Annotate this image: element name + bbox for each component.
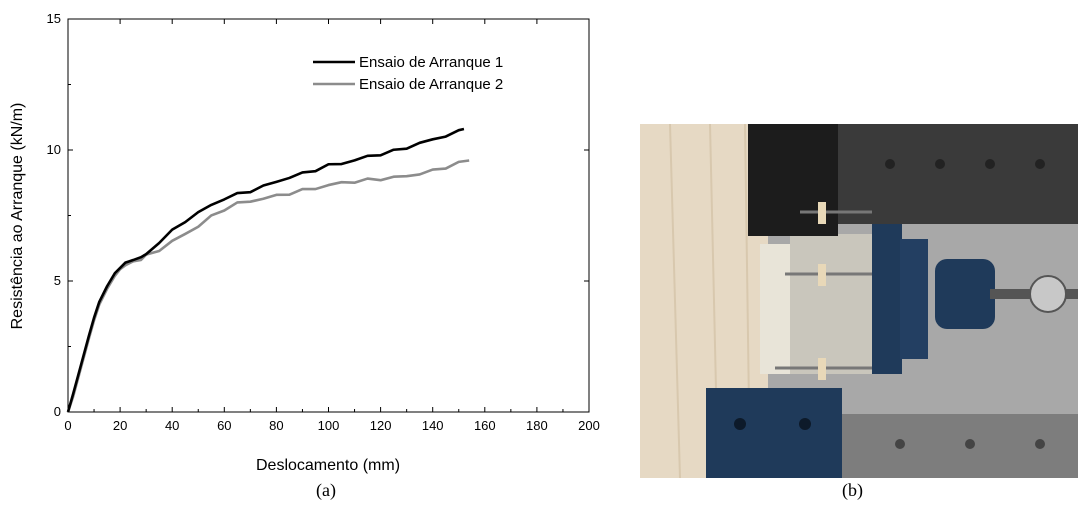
photo-load-cell [1029,275,1067,313]
y-tick-label: 10 [47,142,61,157]
legend-label-1: Ensaio de Arranque 1 [359,54,503,71]
photo-gravel-strip [760,244,790,374]
x-tick-label: 180 [526,418,548,433]
photo-clamp [872,224,902,374]
x-tick-label: 100 [318,418,340,433]
photo-bottom-plate [706,388,842,478]
y-axis-title: Resistência ao Arranque (kN/m) [9,103,26,330]
x-tick-label: 80 [269,418,283,433]
y-axis-ticks: 0 5 10 15 [47,11,589,419]
x-axis-title: Deslocamento (mm) [256,457,400,474]
y-tick-label: 0 [54,404,61,419]
photo-clamp-plate [900,239,928,359]
x-tick-label: 60 [217,418,231,433]
y-tick-label: 15 [47,11,61,26]
x-tick-label: 40 [165,418,179,433]
x-tick-label: 0 [64,418,71,433]
x-tick-label: 160 [474,418,496,433]
legend: Ensaio de Arranque 1 Ensaio de Arranque 2 [313,54,503,93]
pullout-test-rig-photo-icon [640,124,1078,478]
series-group [66,127,470,413]
photo-steel-frame [838,124,1078,224]
x-tick-label: 140 [422,418,444,433]
series-line-1 [66,127,465,413]
pullout-chart: 0 20 40 60 80 100 120 140 160 180 200 0 5 10 15 Deslo… [9,11,600,474]
photo-pull-arm [935,259,995,329]
plot-frame [67,18,590,413]
series-line-2 [66,159,470,413]
caption-a: (a) [316,480,336,500]
x-tick-label: 200 [578,418,600,433]
y-tick-label: 5 [54,273,61,288]
legend-label-2: Ensaio de Arranque 2 [359,76,503,93]
x-tick-label: 120 [370,418,392,433]
x-tick-label: 20 [113,418,127,433]
x-axis-ticks: 0 20 40 60 80 100 120 140 160 180 200 [64,19,600,433]
caption-b: (b) [842,480,863,500]
